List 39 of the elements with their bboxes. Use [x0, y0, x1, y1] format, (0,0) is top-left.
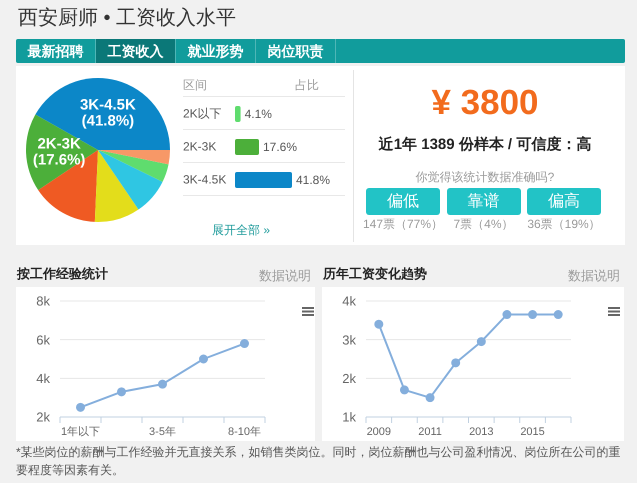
text: 147票（77%） — [362, 217, 444, 231]
text: 西安厨师 • 工资收入水平 — [18, 7, 236, 29]
y-tick-label: 2k — [36, 410, 50, 425]
data-label: (41.8%) — [82, 112, 134, 130]
text: 展开全部 » — [212, 223, 270, 237]
y-tick-label: 4k — [36, 370, 50, 386]
y-axis-title: 区间 — [183, 78, 207, 92]
y-tick-label: 2k — [342, 370, 356, 386]
text: 数据说明 — [259, 268, 311, 283]
text: 近1年 1389 份样本 / 可信度：高 — [378, 136, 592, 153]
data-label: 4.1% — [244, 107, 272, 121]
text: 数据说明 — [568, 268, 620, 283]
y-tick-label: 2K-3K — [183, 140, 216, 154]
x-tick-label: 2011 — [418, 426, 442, 438]
y-tick-label: 6k — [36, 332, 50, 348]
text: 36票（19%） — [527, 217, 601, 231]
x-tick-label: 1年以下 — [60, 425, 100, 438]
data-label: (17.6%) — [32, 151, 86, 168]
x-tick-label: 3-5年 — [149, 426, 176, 438]
text: 7票（4%） — [453, 217, 514, 231]
x-tick-label: 2013 — [469, 426, 494, 438]
y-tick-label: 3k — [342, 332, 356, 348]
data-label: 41.8% — [296, 173, 330, 187]
x-axis-title: 占比 — [295, 78, 319, 92]
y-tick-label: 2K以下 — [183, 106, 222, 120]
x-tick-label: 8-10年 — [228, 426, 262, 438]
y-tick-label: 1k — [342, 410, 356, 425]
chart-title: 按工作经验统计 — [17, 266, 108, 281]
text: *某些岗位的薪酬与工作经验并无直接关系，如销售类岗位。同时，岗位薪酬也与公司盈利情况、岗位所在公司的重要程度等因素有关。 — [16, 445, 621, 477]
y-tick-label: 3K-4.5K — [183, 172, 226, 186]
text: ¥ 3800 — [431, 83, 539, 122]
chart-title: 历年工资变化趋势 — [323, 266, 427, 281]
text: 你觉得该统计数据准确吗? — [416, 170, 554, 184]
y-tick-label: 8k — [36, 294, 50, 309]
x-tick-label: 2009 — [366, 426, 392, 438]
data-label: 17.6% — [263, 140, 298, 154]
x-tick-label: 2015 — [520, 426, 545, 438]
slice-label: 3K-4.5K — [80, 96, 136, 114]
y-tick-label: 4k — [342, 294, 356, 309]
